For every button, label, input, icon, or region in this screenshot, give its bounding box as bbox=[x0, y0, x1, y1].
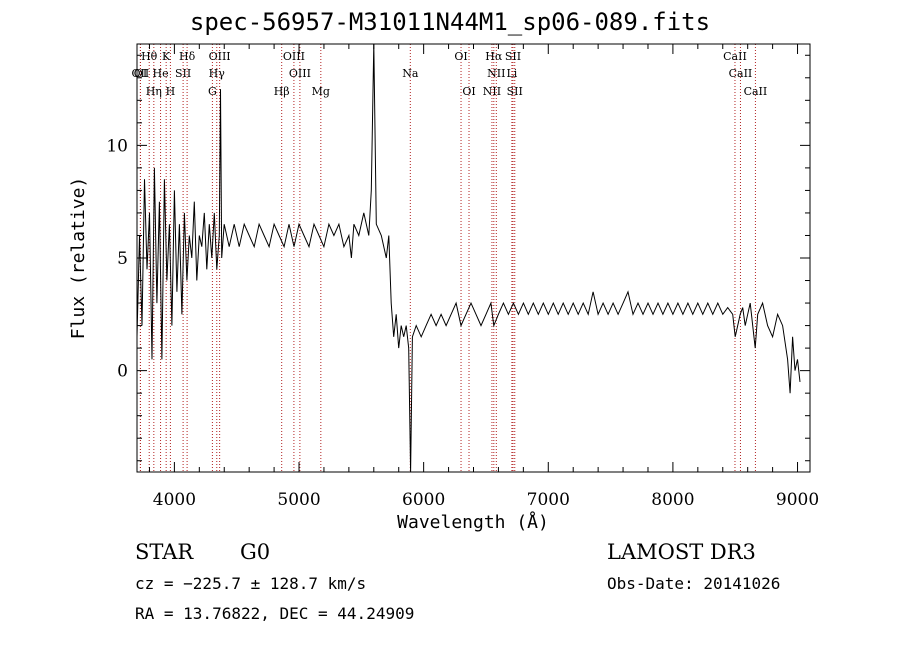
y-tick-label: 10 bbox=[106, 136, 128, 156]
line-label: Hα bbox=[485, 50, 503, 63]
line-label: Hδ bbox=[179, 50, 196, 63]
line-label: CaII bbox=[729, 67, 753, 80]
line-label: SII bbox=[505, 50, 521, 63]
line-label: Hγ bbox=[209, 67, 226, 80]
line-label: OI bbox=[454, 50, 467, 63]
line-label: SII bbox=[175, 67, 191, 80]
x-tick-label: 9000 bbox=[776, 490, 819, 510]
x-tick-label: 8000 bbox=[651, 490, 694, 510]
line-label: K bbox=[162, 50, 171, 63]
line-label: OIII bbox=[209, 50, 231, 63]
y-axis-label: Flux (relative) bbox=[68, 177, 89, 340]
object-class: STAR bbox=[135, 540, 194, 564]
line-label: Li bbox=[506, 67, 517, 80]
y-tick-label: 0 bbox=[117, 362, 128, 382]
survey-name: LAMOST DR3 bbox=[607, 540, 756, 564]
axis-ticks bbox=[137, 44, 810, 472]
x-tick-label: 6000 bbox=[402, 490, 445, 510]
chart-title: spec-56957-M31011N44M1_sp06-089.fits bbox=[189, 8, 711, 36]
sky-coordinates: RA = 13.76822, DEC = 44.24909 bbox=[135, 604, 415, 623]
line-label: Hβ bbox=[274, 85, 290, 98]
line-label: Mg bbox=[312, 85, 330, 98]
y-tick-label: 5 bbox=[117, 249, 128, 269]
spectrum-line bbox=[136, 43, 801, 473]
line-label: CaII bbox=[744, 85, 768, 98]
line-label: SII bbox=[507, 85, 523, 98]
line-label: OII bbox=[132, 67, 150, 80]
line-marker-layer bbox=[139, 44, 756, 472]
observation-date: Obs-Date: 20141026 bbox=[607, 574, 781, 593]
line-label: G bbox=[208, 85, 217, 98]
x-tick-label: 4000 bbox=[153, 490, 196, 510]
line-label: CaII bbox=[723, 50, 747, 63]
line-label: Na bbox=[402, 67, 419, 80]
line-label: OI bbox=[462, 85, 475, 98]
object-subclass: G0 bbox=[240, 540, 271, 564]
line-label: OIII bbox=[289, 67, 311, 80]
line-label: He bbox=[153, 67, 169, 80]
x-axis-label: Wavelength (Å) bbox=[397, 511, 549, 533]
line-label: Hη bbox=[146, 85, 162, 98]
x-tick-label: 5000 bbox=[277, 490, 320, 510]
line-label: H bbox=[166, 85, 176, 98]
axes-frame bbox=[136, 43, 811, 473]
line-label: OIII bbox=[283, 50, 305, 63]
x-tick-label: 7000 bbox=[527, 490, 570, 510]
line-label: Hθ bbox=[141, 50, 158, 63]
redshift-velocity: cz = −225.7 ± 128.7 km/s bbox=[135, 574, 367, 593]
line-label: NII bbox=[483, 85, 501, 98]
line-label: NII bbox=[487, 67, 505, 80]
axis-tick-labels: 4000 5000 6000 7000 8000 9000 0 5 10 bbox=[106, 136, 819, 510]
